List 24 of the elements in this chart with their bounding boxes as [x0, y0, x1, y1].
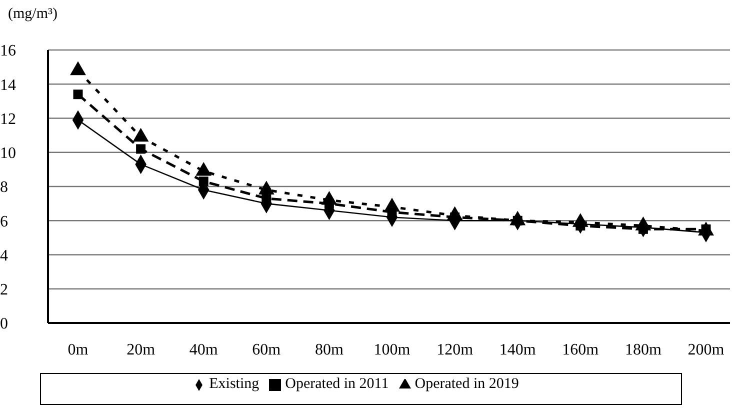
x-tick-label: 160m [562, 341, 600, 358]
x-tick-label: 20m [126, 341, 156, 358]
x-tick-label: 140m [499, 341, 536, 358]
legend-label: Existing [209, 376, 260, 392]
y-tick-label: 0 [0, 316, 8, 333]
x-tick-label: 0m [68, 341, 89, 358]
x-tick-label: 80m [314, 341, 344, 358]
legend-label: Operated in 2019 [414, 376, 519, 392]
y-tick-label: 14 [0, 76, 16, 94]
y-tick-label: 2 [0, 282, 8, 299]
y-tick-label: 16 [0, 42, 16, 60]
x-tick-label: 200m [688, 341, 725, 358]
y-tick-label: 10 [0, 145, 16, 162]
y-tick-label: 12 [0, 110, 16, 128]
x-tick-label: 60m [252, 341, 282, 358]
y-tick-label: 8 [0, 179, 8, 196]
x-tick-label: 40m [189, 341, 218, 358]
y-axis-title: (mg/m³) [8, 6, 58, 23]
y-tick-label: 4 [0, 247, 8, 264]
x-tick-label: 120m [436, 341, 474, 358]
y-tick-label: 6 [0, 213, 8, 230]
x-tick-label: 180m [624, 341, 662, 358]
legend-label: Operated in 2011 [285, 376, 389, 392]
x-tick-label: 100m [374, 341, 411, 358]
